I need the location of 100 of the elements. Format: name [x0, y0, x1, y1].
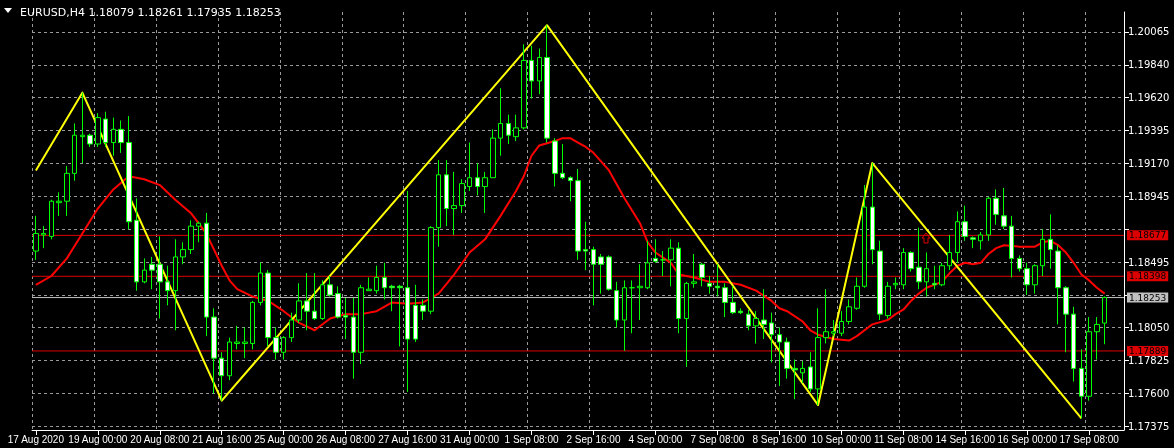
candlestick [134, 197, 139, 292]
x-tick-label: 17 Sep 08:00 [1059, 433, 1120, 445]
x-tick-label: 19 Aug 00:00 [68, 433, 128, 445]
candlestick [111, 117, 116, 157]
candlestick [622, 279, 627, 352]
candlestick [149, 256, 155, 290]
candlestick [815, 307, 821, 406]
candlestick [924, 252, 929, 298]
candlestick [265, 269, 271, 347]
candlestick [250, 300, 255, 350]
x-tick-label: 8 Sep 16:00 [752, 433, 807, 445]
candlestick [490, 128, 496, 179]
x-tick-label: 2 Sep 16:00 [566, 433, 621, 445]
candlestick [676, 241, 681, 334]
candlestick [103, 111, 108, 148]
candlestick [986, 196, 991, 242]
candlestick [33, 215, 39, 261]
candlestick [1102, 295, 1107, 345]
candlestick [397, 284, 403, 347]
candlestick [506, 114, 511, 145]
candlestick [204, 212, 209, 337]
chart-title: EURUSD,H4 1.18079 1.18261 1.17935 1.18253 [20, 6, 281, 19]
y-tick-label: 1.19840 [1128, 59, 1170, 71]
x-tick-label: 26 Aug 08:00 [316, 433, 376, 445]
candlestick [738, 307, 743, 315]
candlestick [862, 184, 867, 289]
candlestick [1001, 187, 1007, 230]
candlestick [180, 241, 186, 265]
candlestick [939, 262, 945, 287]
candlestick [746, 309, 751, 331]
x-tick-label: 1 Sep 08:00 [504, 433, 559, 445]
candlestick [118, 120, 124, 154]
y-tick-label: 1.17600 [1128, 387, 1170, 399]
candlestick [389, 284, 395, 312]
y-tick-label: 1.20065 [1128, 26, 1170, 38]
candlestick [598, 253, 604, 295]
candlestick [1009, 215, 1014, 278]
candlestick [80, 92, 85, 164]
candlestick [41, 225, 46, 249]
candlestick [420, 298, 426, 321]
candlestick [1048, 213, 1053, 270]
candlestick [358, 284, 364, 365]
x-tick-label: 11 Sep 08:00 [873, 433, 934, 445]
candlestick [560, 143, 565, 180]
candlestick [947, 234, 952, 271]
candlestick [219, 351, 224, 402]
ref-line-label: 1.18398 [1129, 271, 1167, 282]
candlestick [575, 168, 581, 261]
candlestick [56, 191, 62, 217]
candlestick [1079, 348, 1084, 419]
candlestick [730, 285, 736, 315]
candlestick [645, 240, 650, 290]
x-tick-label: 27 Aug 16:00 [378, 433, 438, 445]
candlestick [467, 142, 472, 192]
y-tick-label: 1.18050 [1128, 321, 1170, 333]
candlestick [901, 247, 906, 290]
candlestick [715, 263, 720, 298]
candlestick [777, 326, 782, 387]
candlestick [668, 238, 674, 287]
x-tick-label: 7 Sep 08:00 [690, 433, 745, 445]
candlestick [854, 276, 860, 311]
candlestick [157, 235, 163, 320]
candlestick [629, 279, 635, 334]
candlestick [660, 250, 666, 277]
y-tick-label: 1.18495 [1128, 256, 1170, 268]
candlestick [173, 238, 178, 331]
candlestick [1040, 228, 1045, 277]
candlestick [916, 227, 922, 290]
x-tick-label: 4 Sep 00:00 [628, 433, 683, 445]
candlestick [87, 133, 93, 148]
y-tick-label: 1.18945 [1128, 190, 1170, 202]
ref-line-label: 1.18677 [1129, 230, 1167, 241]
candlestick [234, 325, 240, 350]
candlestick [459, 178, 465, 214]
line-series [34, 137, 1106, 342]
candlestick [382, 262, 387, 300]
candlestick [568, 175, 573, 202]
x-tick-label: 31 Aug 00:00 [440, 433, 500, 445]
candlestick [296, 282, 302, 324]
candlestick [405, 190, 410, 393]
candlestick [978, 231, 983, 251]
candlestick [908, 250, 914, 273]
candlestick [126, 115, 132, 230]
candlestick [552, 137, 558, 188]
candlestick [498, 87, 503, 157]
candlestick [583, 221, 588, 271]
candlestick [273, 326, 279, 361]
candlestick [877, 240, 883, 321]
candlestick [993, 188, 999, 226]
candlestick [482, 171, 488, 214]
candlestick [722, 282, 728, 318]
x-tick-label: 25 Aug 00:00 [254, 433, 314, 445]
candlestick [761, 288, 767, 340]
candlestick [95, 112, 101, 148]
candlestick [1017, 254, 1022, 273]
candlestick [343, 297, 348, 340]
candlestick [351, 297, 356, 380]
candlestick [537, 48, 542, 95]
ref-line-label: 1.17889 [1129, 345, 1167, 356]
candlestick [1063, 285, 1069, 353]
